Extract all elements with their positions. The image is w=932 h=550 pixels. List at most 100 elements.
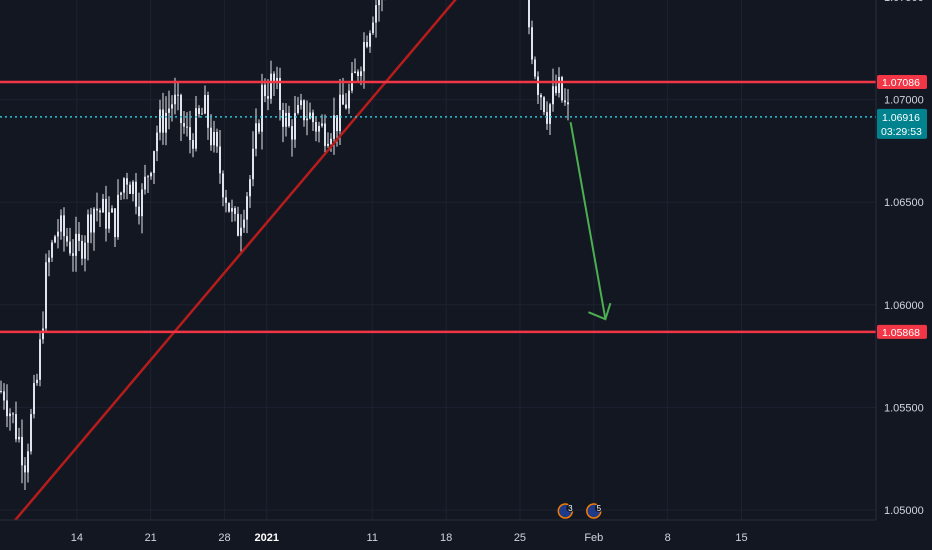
candle-body: [141, 189, 143, 217]
candle-body: [126, 178, 128, 185]
candle-body: [108, 212, 110, 229]
candle-body: [237, 213, 239, 236]
candle-body: [528, 0, 530, 28]
bar-countdown-label: 03:29:53: [881, 126, 922, 138]
candle-body: [303, 100, 305, 121]
candle-body: [225, 197, 227, 203]
candle-body: [354, 71, 356, 74]
candle-body: [24, 465, 26, 473]
candle-body: [564, 100, 566, 103]
candle-body: [0, 390, 2, 392]
candle-body: [90, 214, 92, 233]
candle-body: [123, 178, 125, 193]
candle-body: [180, 94, 182, 124]
price-tick-label: 1.05000: [884, 505, 924, 517]
level-price-label: 1.07086: [882, 77, 920, 89]
candle-series: [0, 0, 569, 491]
candle-body: [168, 108, 170, 113]
candle-body: [186, 126, 188, 128]
candle-body: [264, 84, 266, 97]
time-axis-background: [0, 520, 932, 550]
candle-body: [282, 110, 284, 127]
price-tick-label: 1.06000: [884, 300, 924, 312]
candle-body: [132, 181, 134, 194]
candle-body: [348, 90, 350, 109]
candle-body: [246, 196, 248, 220]
candle-body: [192, 140, 194, 149]
candle-body: [3, 391, 5, 401]
candle-body: [48, 257, 50, 263]
candle-body: [219, 146, 221, 174]
candle-body: [315, 122, 317, 132]
time-tick-label: 18: [440, 532, 452, 544]
candle-body: [138, 206, 140, 217]
candle-body: [15, 414, 17, 440]
level-price-label: 1.05868: [882, 327, 920, 339]
candle-body: [114, 208, 116, 238]
candle-body: [210, 127, 212, 146]
candle-body: [285, 112, 287, 127]
candle-body: [135, 181, 137, 207]
candle-body: [378, 0, 380, 6]
candle-body: [552, 86, 554, 105]
candle-body: [375, 5, 377, 23]
time-axis[interactable]: 14 21 28 2021 11 18 25 Feb 8 15: [71, 532, 748, 544]
candle-body: [117, 194, 119, 238]
level-price-tag: [877, 324, 927, 339]
candle-body: [261, 84, 263, 132]
candle-body: [567, 102, 569, 105]
candle-body: [33, 383, 35, 415]
candle-body: [318, 125, 320, 132]
candle-body: [357, 71, 359, 76]
candle-body: [99, 210, 101, 213]
time-tick-label: 28: [218, 532, 230, 544]
candle-body: [555, 86, 557, 93]
level-price-tag: [877, 74, 927, 89]
event-count-label: 3: [568, 504, 573, 513]
price-axis[interactable]: 1.05000 1.05500 1.06000 1.06500 1.07000 1.075…: [884, 0, 924, 517]
candle-body: [54, 236, 56, 243]
candle-body: [534, 59, 536, 77]
candle-body: [369, 33, 371, 47]
candle-body: [6, 400, 8, 417]
forecast-arrow-shaft: [569, 121, 607, 320]
candle-body: [234, 208, 236, 214]
candle-body: [66, 236, 68, 242]
candle-body: [294, 113, 296, 140]
candle-body: [129, 184, 131, 194]
candle-body: [216, 131, 218, 147]
candle-body: [204, 95, 206, 114]
candle-body: [51, 242, 53, 258]
candle-body: [324, 123, 326, 146]
candle-body: [207, 95, 209, 128]
candle-body: [345, 104, 347, 109]
event-count-badge: [566, 504, 575, 512]
candle-body: [309, 112, 311, 119]
candle-body: [177, 94, 179, 96]
candle-body: [327, 143, 329, 146]
time-tick-label: 21: [145, 532, 157, 544]
candle-body: [171, 104, 173, 109]
forecast-arrow-head: [588, 302, 612, 321]
candle-body: [18, 436, 20, 440]
candle-body: [312, 112, 314, 123]
candle-body: [273, 73, 275, 83]
time-tick-label: 14: [71, 532, 83, 544]
candle-body: [540, 94, 542, 98]
price-tick-label: 1.07000: [884, 95, 924, 107]
candle-body: [12, 413, 14, 415]
last-price-tag: [877, 108, 927, 139]
forecast-arrow-layer: [569, 121, 612, 321]
candle-body: [270, 73, 272, 99]
candle-body: [258, 123, 260, 132]
candle-body: [201, 113, 203, 115]
event-count-label: 5: [597, 504, 602, 513]
candle-body: [63, 215, 65, 237]
candle-body: [120, 192, 122, 195]
candle-body: [84, 242, 86, 259]
candle-body: [339, 94, 341, 132]
candle-body: [30, 414, 32, 452]
